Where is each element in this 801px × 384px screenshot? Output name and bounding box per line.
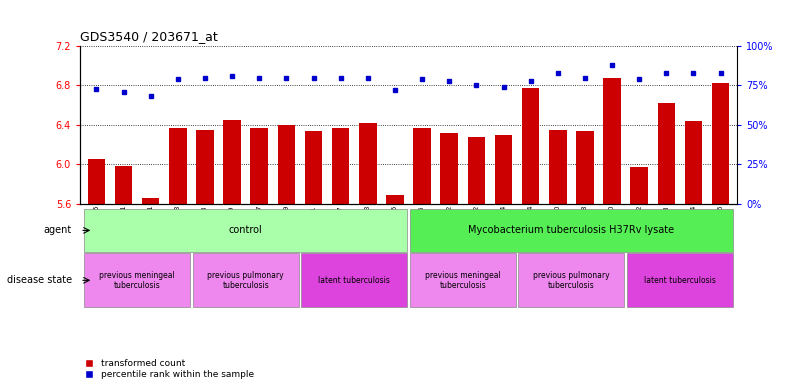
Bar [441, 132, 458, 384]
Bar [115, 166, 132, 384]
Text: agent: agent [44, 225, 72, 235]
Bar [627, 253, 733, 307]
Bar [142, 198, 159, 384]
Bar [87, 159, 105, 384]
Bar [518, 253, 624, 307]
Bar [410, 253, 516, 307]
Bar [196, 130, 214, 384]
Bar [468, 137, 485, 384]
Text: previous meningeal
tuberculosis: previous meningeal tuberculosis [99, 271, 175, 290]
Bar [278, 125, 296, 384]
Text: previous pulmonary
tuberculosis: previous pulmonary tuberculosis [207, 271, 284, 290]
Bar [549, 130, 566, 384]
Text: latent tuberculosis: latent tuberculosis [644, 276, 716, 285]
Text: control: control [229, 225, 263, 235]
Bar [658, 103, 675, 384]
Bar [251, 128, 268, 384]
Text: GDS3540 / 203671_at: GDS3540 / 203671_at [80, 30, 218, 43]
Text: disease state: disease state [7, 275, 72, 285]
Bar [576, 131, 594, 384]
Bar [410, 209, 733, 252]
Text: Mycobacterium tuberculosis H37Rv lysate: Mycobacterium tuberculosis H37Rv lysate [469, 225, 674, 235]
Text: previous pulmonary
tuberculosis: previous pulmonary tuberculosis [533, 271, 610, 290]
Bar [413, 128, 431, 384]
Bar [84, 253, 190, 307]
Bar [84, 209, 407, 252]
Bar [359, 123, 376, 384]
Bar [630, 167, 648, 384]
Bar [712, 83, 730, 384]
Bar [332, 128, 349, 384]
Legend: transformed count, percentile rank within the sample: transformed count, percentile rank withi… [85, 359, 254, 379]
Bar [521, 88, 539, 384]
Bar [495, 135, 513, 384]
Bar [304, 131, 322, 384]
Bar [169, 128, 187, 384]
Text: previous meningeal
tuberculosis: previous meningeal tuberculosis [425, 271, 501, 290]
Bar [685, 121, 702, 384]
Bar [301, 253, 407, 307]
Bar [603, 78, 621, 384]
Bar [386, 195, 404, 384]
Bar [193, 253, 299, 307]
Bar [223, 120, 241, 384]
Text: latent tuberculosis: latent tuberculosis [318, 276, 390, 285]
